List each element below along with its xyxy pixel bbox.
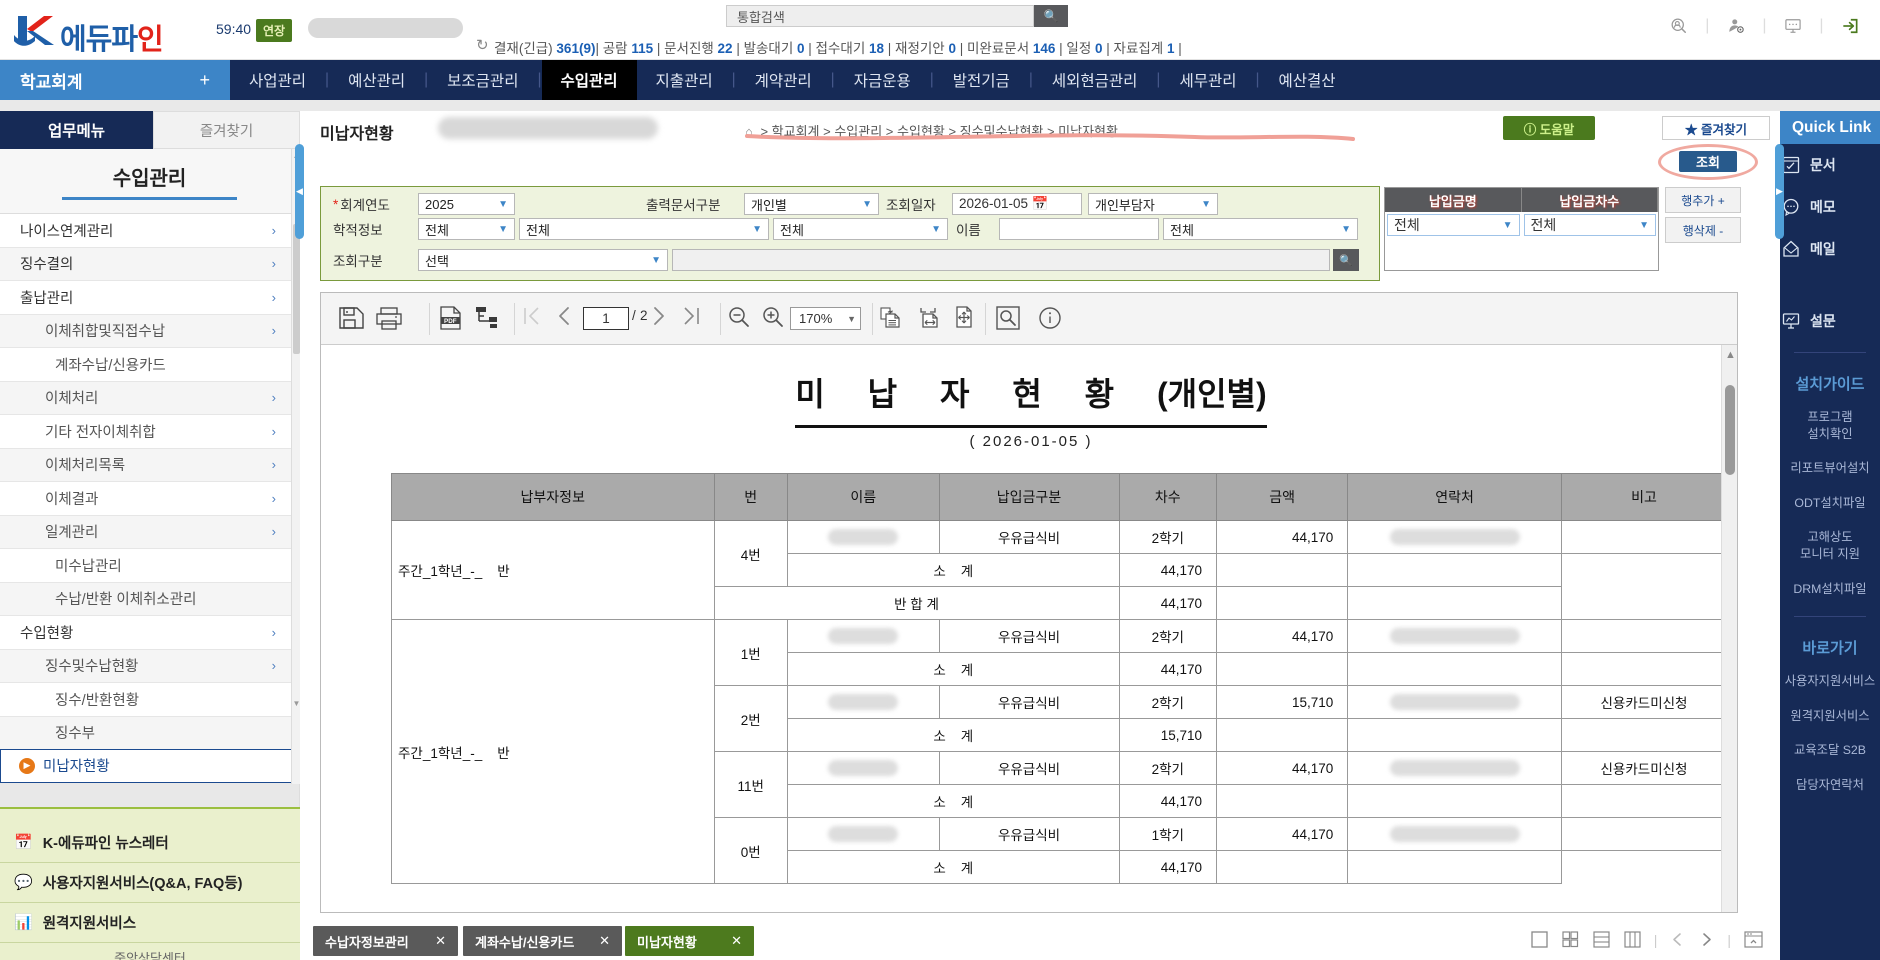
svg-text:PDF: PDF [444, 318, 457, 325]
